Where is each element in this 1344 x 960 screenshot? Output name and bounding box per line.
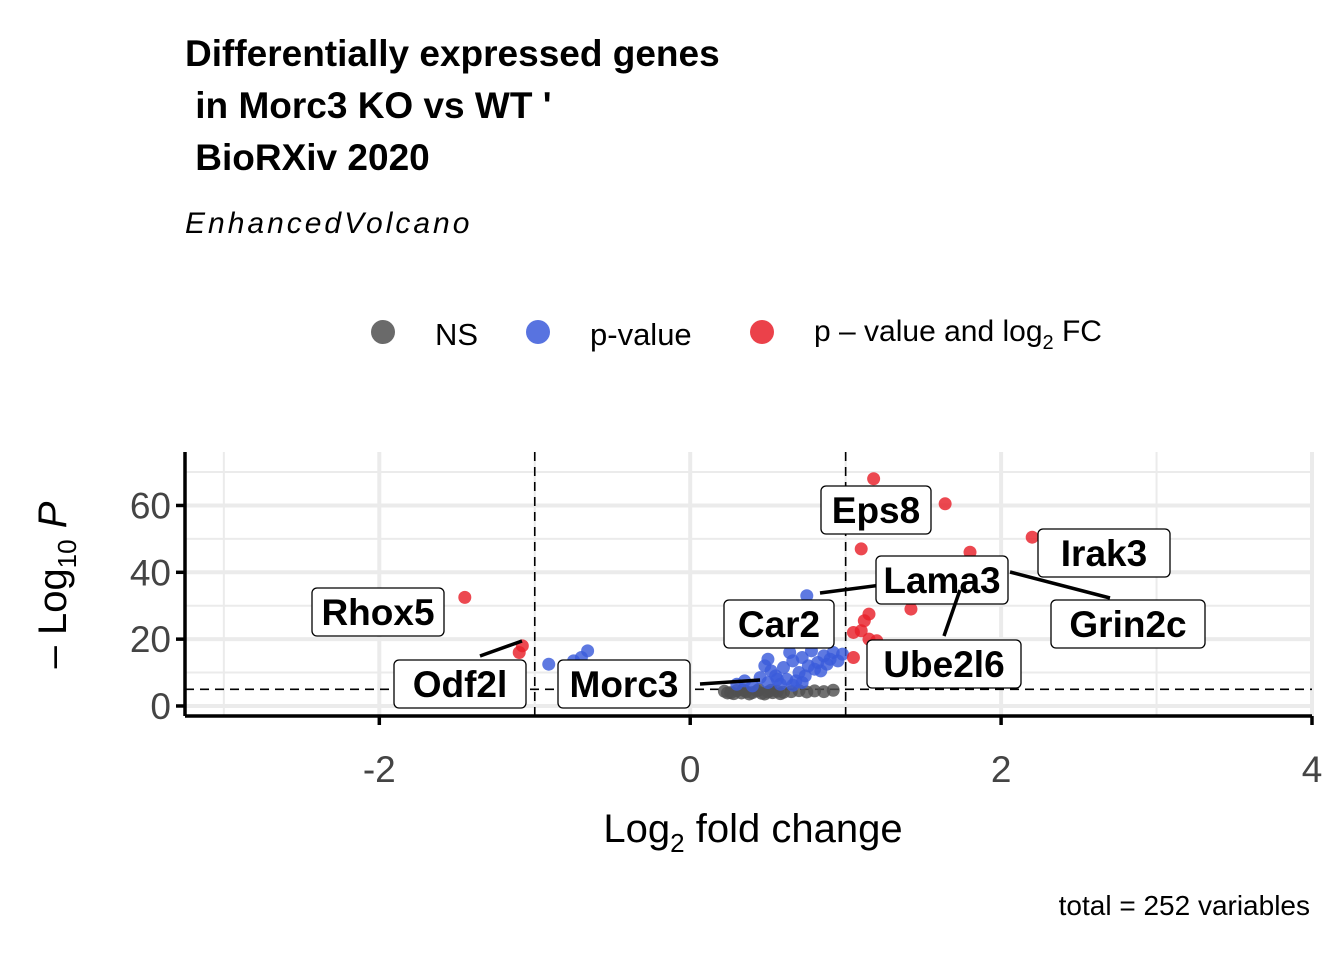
label-text: Grin2c — [1069, 604, 1186, 645]
legend-label: p – value and log2 FC — [814, 315, 1102, 354]
gene-label-grin2c: Grin2c — [1009, 570, 1206, 649]
legend-key — [526, 320, 550, 344]
label-text: Rhox5 — [321, 592, 434, 633]
data-point — [846, 651, 860, 665]
x-tick-label: -2 — [363, 749, 396, 790]
label-text: Odf2l — [413, 664, 508, 705]
legend-item-ns: NS — [371, 317, 478, 352]
data-point — [795, 676, 809, 690]
chart-title: Differentially expressed genes in Morc3 … — [185, 33, 720, 178]
data-point — [904, 602, 918, 616]
legend-key — [371, 320, 395, 344]
label-text: Eps8 — [832, 490, 920, 531]
legend-label: NS — [435, 317, 478, 352]
label-box — [866, 639, 1022, 689]
x-tick-label: 0 — [680, 749, 701, 790]
legend-label: p-value — [590, 317, 692, 352]
gene-label-ube2l6: Ube2l6 — [866, 589, 1022, 689]
gene-label-eps8: Eps8 — [820, 485, 932, 535]
y-tick-label: 20 — [130, 619, 171, 660]
legend: NS p-value p – value and log2 FC — [371, 315, 1102, 354]
data-point — [826, 683, 840, 697]
data-point — [721, 686, 735, 700]
data-point — [758, 659, 772, 673]
y-tick-label: 60 — [130, 485, 171, 526]
label-box — [311, 587, 445, 637]
label-box — [875, 555, 1009, 605]
legend-item-p: p-value — [526, 317, 692, 352]
data-point — [836, 647, 850, 661]
gene-label-odf2l: Odf2l — [393, 639, 527, 709]
legend-key — [750, 320, 774, 344]
data-point — [458, 590, 472, 604]
label-box — [723, 599, 835, 649]
x-axis-title: Log2 fold change — [603, 807, 902, 858]
label-box — [1037, 528, 1171, 578]
x-tick-label: 2 — [991, 749, 1012, 790]
data-point — [800, 589, 814, 603]
chart-subtitle: EnhancedVolcano — [185, 207, 473, 240]
label-connector — [942, 589, 962, 637]
chart-caption: total = 252 variables — [1058, 890, 1310, 921]
data-point — [770, 672, 784, 686]
data-point — [512, 646, 526, 660]
y-tick-label: 40 — [130, 552, 171, 593]
data-point — [857, 614, 871, 628]
gene-label-rhox5: Rhox5 — [311, 587, 445, 637]
y-axis-title: – Log10 P — [31, 501, 82, 668]
data-point — [1025, 530, 1039, 544]
data-point — [854, 624, 868, 638]
label-connector — [479, 639, 523, 658]
y-tick-label: 0 — [150, 686, 171, 727]
label-connector — [1009, 570, 1111, 600]
gene-label-morc3: Morc3 — [557, 659, 761, 709]
gene-label-irak3: Irak3 — [1037, 528, 1171, 578]
legend-item-pfc: p – value and log2 FC — [750, 315, 1102, 354]
data-point — [776, 661, 790, 675]
label-box — [820, 485, 932, 535]
data-point — [867, 472, 881, 486]
label-box — [393, 659, 527, 709]
label-text: Morc3 — [570, 664, 679, 705]
label-box — [557, 659, 691, 709]
gene-label-car2: Car2 — [723, 599, 835, 649]
label-text: Ube2l6 — [883, 644, 1004, 685]
data-point — [542, 657, 556, 671]
label-text: Irak3 — [1061, 533, 1147, 574]
x-tick-label: 4 — [1302, 749, 1323, 790]
gene-label-lama3: Lama3 — [819, 555, 1009, 605]
data-point — [745, 679, 759, 693]
data-point — [808, 684, 822, 698]
data-point — [854, 542, 868, 556]
label-connector — [699, 678, 761, 686]
label-box — [1050, 599, 1206, 649]
label-text: Car2 — [738, 604, 820, 645]
label-text: Lama3 — [883, 560, 1000, 601]
data-point — [938, 497, 952, 511]
